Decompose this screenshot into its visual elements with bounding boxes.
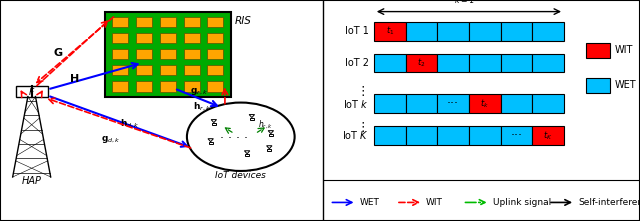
- Bar: [136, 81, 152, 91]
- Text: IoT 2: IoT 2: [345, 58, 369, 68]
- Text: Self-interference: Self-interference: [578, 198, 640, 207]
- Text: · · · ·: · · · ·: [220, 132, 248, 145]
- Bar: [437, 54, 469, 72]
- Bar: [113, 17, 129, 27]
- Bar: [104, 12, 231, 97]
- Bar: [184, 49, 200, 59]
- Bar: [269, 134, 273, 136]
- Bar: [136, 65, 152, 75]
- Bar: [184, 81, 200, 91]
- Bar: [209, 142, 212, 144]
- Bar: [160, 81, 176, 91]
- Text: $\mathbf{g}_{r,k}$: $\mathbf{g}_{r,k}$: [190, 86, 209, 97]
- Text: HAP: HAP: [22, 176, 42, 186]
- Bar: [207, 65, 223, 75]
- Bar: [586, 43, 610, 58]
- Text: IoT $k$: IoT $k$: [343, 98, 369, 110]
- Text: ···: ···: [511, 129, 522, 142]
- Bar: [374, 126, 406, 145]
- Text: WET: WET: [614, 80, 636, 90]
- Bar: [532, 126, 564, 145]
- Bar: [532, 22, 564, 41]
- Text: $\mathbf{h}_{r,k}$: $\mathbf{h}_{r,k}$: [193, 101, 211, 113]
- Bar: [136, 17, 152, 27]
- Bar: [160, 65, 176, 75]
- Text: Uplink signal: Uplink signal: [493, 198, 551, 207]
- Text: WIT: WIT: [426, 198, 443, 207]
- Bar: [113, 65, 129, 75]
- Bar: [406, 22, 437, 41]
- Bar: [469, 22, 500, 41]
- Bar: [136, 49, 152, 59]
- Bar: [500, 54, 532, 72]
- Bar: [207, 33, 223, 43]
- Bar: [184, 65, 200, 75]
- Bar: [160, 33, 176, 43]
- Bar: [113, 49, 129, 59]
- Text: IoT $K$: IoT $K$: [342, 130, 369, 141]
- Text: IoT 1: IoT 1: [345, 26, 369, 36]
- Text: IoT devices: IoT devices: [215, 171, 266, 180]
- Bar: [406, 54, 437, 72]
- Bar: [406, 126, 437, 145]
- Text: H: H: [70, 74, 79, 84]
- Bar: [245, 154, 249, 156]
- Text: WIT: WIT: [614, 46, 633, 55]
- Bar: [500, 22, 532, 41]
- Bar: [374, 94, 406, 113]
- Bar: [113, 81, 129, 91]
- Text: ⋮: ⋮: [356, 85, 369, 98]
- Text: $t_K$: $t_K$: [543, 129, 553, 142]
- Bar: [469, 126, 500, 145]
- Text: WET: WET: [360, 198, 380, 207]
- Bar: [500, 126, 532, 145]
- Bar: [437, 94, 469, 113]
- Bar: [184, 33, 200, 43]
- Bar: [268, 149, 271, 151]
- Text: $t_1$: $t_1$: [385, 25, 394, 37]
- Text: $t_2$: $t_2$: [417, 57, 426, 69]
- Bar: [113, 33, 129, 43]
- Text: $h_{r,k}$: $h_{r,k}$: [258, 119, 273, 131]
- Bar: [16, 86, 47, 97]
- Bar: [136, 33, 152, 43]
- Bar: [469, 54, 500, 72]
- Bar: [500, 94, 532, 113]
- Bar: [586, 78, 610, 93]
- Bar: [207, 49, 223, 59]
- Bar: [532, 94, 564, 113]
- Bar: [184, 17, 200, 27]
- Text: $F$: $F$: [28, 86, 35, 97]
- Bar: [374, 22, 406, 41]
- Bar: [374, 54, 406, 72]
- Bar: [532, 54, 564, 72]
- Text: ⋮: ⋮: [356, 121, 369, 134]
- Bar: [469, 94, 500, 113]
- Bar: [250, 118, 254, 120]
- Bar: [212, 123, 216, 125]
- Bar: [437, 22, 469, 41]
- Text: $t_k$: $t_k$: [481, 97, 489, 110]
- Bar: [207, 81, 223, 91]
- Bar: [207, 17, 223, 27]
- Bar: [160, 17, 176, 27]
- Text: $\mathbf{h}_{d,k}$: $\mathbf{h}_{d,k}$: [120, 118, 140, 130]
- Bar: [160, 49, 176, 59]
- Text: G: G: [54, 48, 63, 58]
- Text: $\mathbf{g}_{d,k}$: $\mathbf{g}_{d,k}$: [101, 134, 121, 145]
- Text: $\sum_{k=1}^{K} t_k$: $\sum_{k=1}^{K} t_k$: [454, 0, 484, 8]
- Bar: [406, 94, 437, 113]
- Text: ···: ···: [447, 97, 459, 110]
- Bar: [437, 126, 469, 145]
- Text: RIS: RIS: [234, 16, 252, 26]
